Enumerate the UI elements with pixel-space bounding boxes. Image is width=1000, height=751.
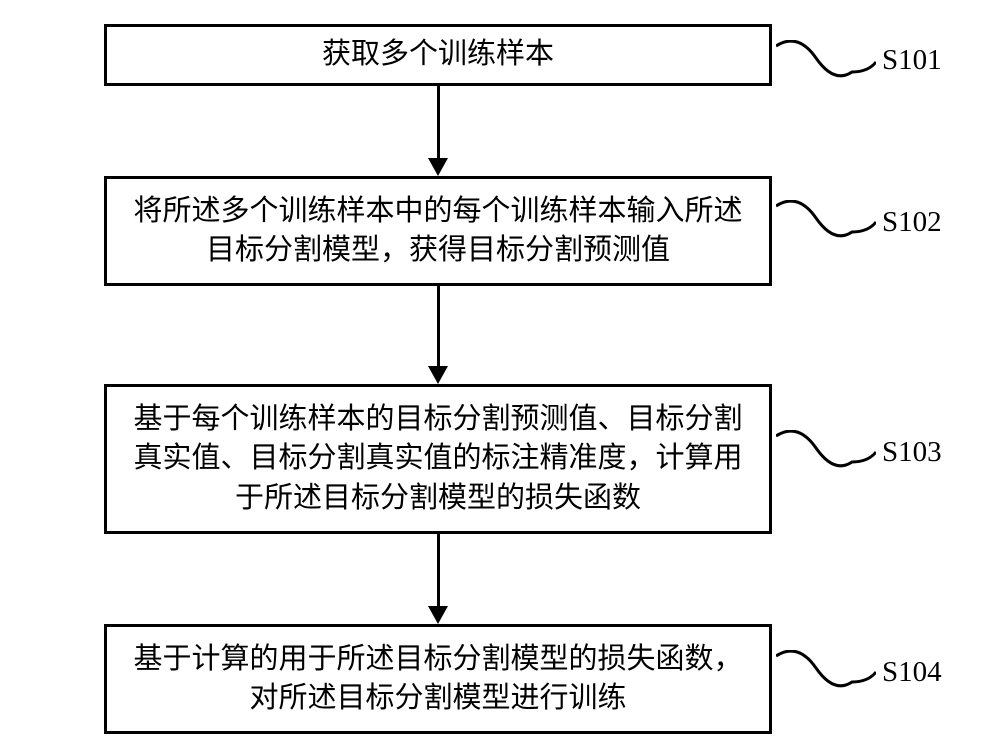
arrow-s103-s104-line [437,534,440,606]
flow-node-s103: 基于每个训练样本的目标分割预测值、目标分割真实值、目标分割真实值的标注精准度，计… [104,384,772,534]
step-label-s102: S102 [882,206,942,239]
flow-node-s104-text: 基于计算的用于所述目标分割模型的损失函数，对所述目标分割模型进行训练 [123,640,753,718]
flow-node-s102: 将所述多个训练样本中的每个训练样本输入所述目标分割模型，获得目标分割预测值 [104,176,772,286]
arrow-s102-s103-line [437,286,440,366]
arrow-s101-s102-line [437,86,440,158]
brace-s101 [776,40,876,84]
flow-node-s104: 基于计算的用于所述目标分割模型的损失函数，对所述目标分割模型进行训练 [104,624,772,734]
arrow-s103-s104-head [428,606,448,624]
brace-s103 [776,430,876,474]
flow-node-s101-text: 获取多个训练样本 [123,35,753,74]
flow-node-s103-text: 基于每个训练样本的目标分割预测值、目标分割真实值、目标分割真实值的标注精准度，计… [123,400,753,517]
step-label-s104: S104 [882,656,942,689]
arrow-s101-s102-head [428,158,448,176]
step-label-s103: S103 [882,436,942,469]
flow-node-s102-text: 将所述多个训练样本中的每个训练样本输入所述目标分割模型，获得目标分割预测值 [123,192,753,270]
flowchart-canvas: 获取多个训练样本 S101 将所述多个训练样本中的每个训练样本输入所述目标分割模… [0,0,1000,751]
brace-s104 [776,650,876,694]
step-label-s101: S101 [882,44,942,77]
arrow-s102-s103-head [428,366,448,384]
flow-node-s101: 获取多个训练样本 [104,24,772,86]
brace-s102 [776,200,876,244]
